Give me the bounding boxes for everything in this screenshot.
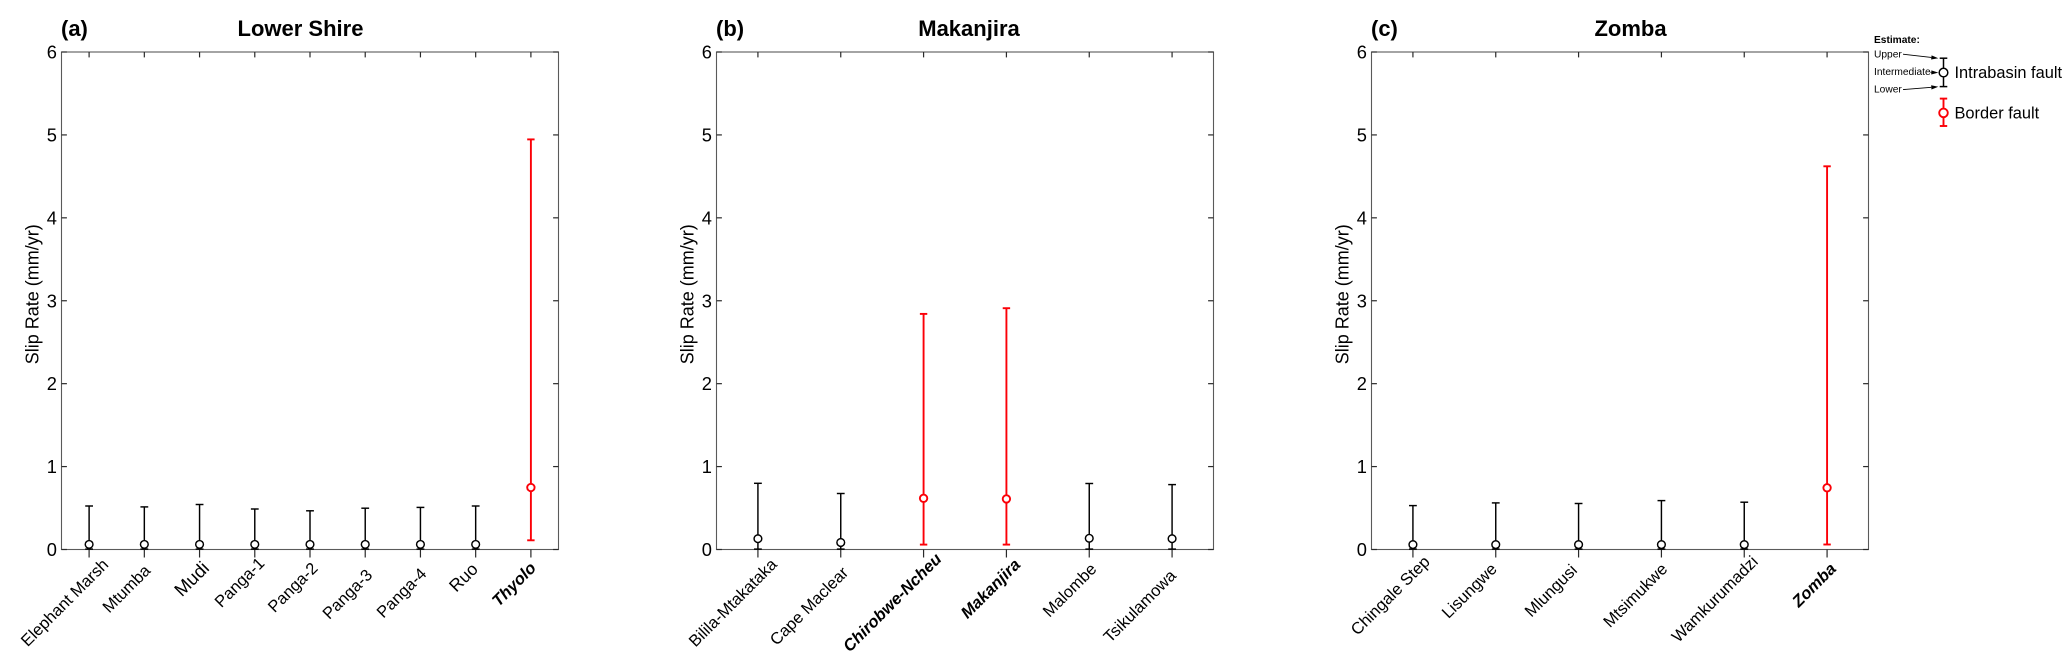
svg-text:1: 1 [1357,456,1367,477]
svg-text:6: 6 [47,42,57,63]
svg-text:4: 4 [47,207,57,228]
svg-text:Upper: Upper [1874,50,1902,61]
svg-text:3: 3 [1357,290,1367,311]
svg-text:2: 2 [1357,373,1367,394]
svg-text:Intrabasin fault: Intrabasin fault [1955,64,2063,82]
svg-text:Lower: Lower [1874,85,1902,96]
svg-text:Makanjira: Makanjira [918,16,1020,41]
svg-text:(a): (a) [61,16,88,41]
svg-text:0: 0 [702,539,712,560]
svg-text:5: 5 [47,124,57,145]
svg-text:Estimate:: Estimate: [1874,35,1920,46]
svg-text:0: 0 [47,539,57,560]
svg-text:6: 6 [702,42,712,63]
svg-text:4: 4 [1357,207,1367,228]
svg-text:4: 4 [702,207,712,228]
svg-text:5: 5 [702,124,712,145]
svg-text:Slip Rate (mm/yr): Slip Rate (mm/yr) [678,224,698,364]
svg-text:(b): (b) [716,16,744,41]
svg-text:Lower Shire: Lower Shire [238,16,364,41]
svg-text:Zomba: Zomba [1594,16,1667,41]
svg-text:3: 3 [47,290,57,311]
svg-text:0: 0 [1357,539,1367,560]
svg-text:Intermediate: Intermediate [1874,67,1931,78]
svg-text:6: 6 [1357,42,1367,63]
svg-text:2: 2 [47,373,57,394]
svg-text:(c): (c) [1371,16,1398,41]
svg-text:Slip Rate (mm/yr): Slip Rate (mm/yr) [23,224,43,364]
svg-text:Border fault: Border fault [1955,105,2040,123]
svg-text:3: 3 [702,290,712,311]
svg-text:Slip Rate (mm/yr): Slip Rate (mm/yr) [1333,224,1353,364]
svg-text:1: 1 [702,456,712,477]
svg-text:5: 5 [1357,124,1367,145]
svg-text:1: 1 [47,456,57,477]
svg-text:2: 2 [702,373,712,394]
